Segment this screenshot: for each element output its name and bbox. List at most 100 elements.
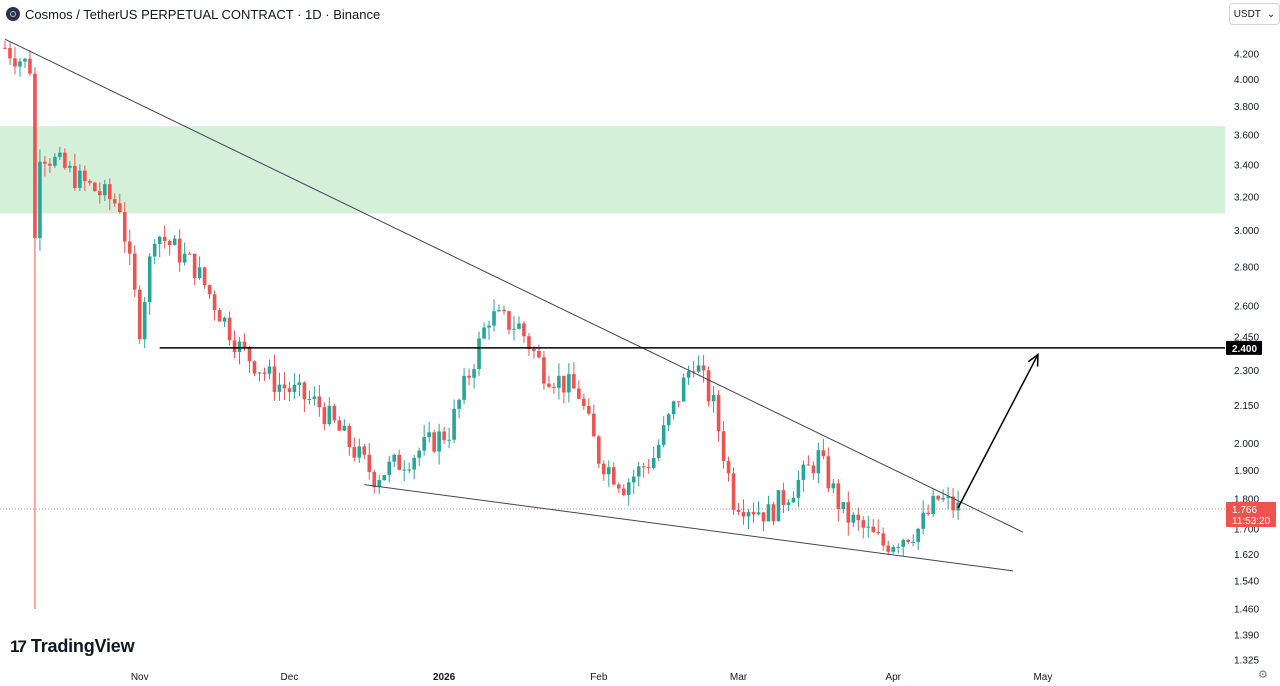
y-axis-tick-label: 2.150 <box>1234 401 1259 412</box>
candle <box>696 355 701 373</box>
x-axis-tick-label: Dec <box>281 672 299 683</box>
candle <box>911 534 915 547</box>
candle <box>592 404 596 437</box>
candle <box>562 375 566 404</box>
candle <box>8 42 12 66</box>
candle-body <box>93 182 97 192</box>
currency-selector[interactable]: USDT ⌄ <box>1229 3 1280 25</box>
candle <box>611 462 616 486</box>
level-price-tag <box>1226 340 1262 355</box>
candle-body <box>532 349 536 351</box>
candle-body <box>811 465 816 474</box>
candle <box>402 460 406 482</box>
candle-body <box>502 310 506 312</box>
x-axis-tick-label: 2026 <box>433 672 456 683</box>
candle <box>287 381 292 402</box>
candle-body <box>38 161 42 238</box>
candle-body <box>562 375 566 393</box>
descending-trendline <box>4 38 1024 533</box>
candle <box>577 380 581 400</box>
candle-body <box>552 386 556 388</box>
candle <box>337 416 342 431</box>
candle-body <box>412 457 416 470</box>
candle-body <box>606 467 611 475</box>
current-price-label: 1.766 <box>1232 505 1257 516</box>
candle <box>846 491 851 536</box>
candle <box>397 449 402 471</box>
candle <box>656 439 661 461</box>
x-axis-tick-label: Nov <box>131 672 149 683</box>
candle-body <box>756 512 761 515</box>
candle <box>352 437 357 462</box>
y-axis-tick-label: 2.800 <box>1234 262 1259 273</box>
candle <box>407 462 411 474</box>
candle <box>766 495 771 522</box>
candle <box>272 354 277 401</box>
candle <box>671 400 676 420</box>
candle <box>152 239 157 265</box>
candle <box>382 474 387 481</box>
candle <box>63 148 67 170</box>
candle-body <box>741 512 746 517</box>
candle-body <box>98 191 102 196</box>
candle <box>48 158 52 173</box>
candle-body <box>372 471 377 488</box>
candle-body <box>142 302 147 340</box>
candle <box>686 365 691 385</box>
candle-body <box>836 483 841 510</box>
candle <box>177 229 182 272</box>
candle <box>207 284 212 299</box>
candle-body <box>207 285 212 295</box>
candle <box>68 161 72 173</box>
candle <box>841 502 846 514</box>
candle-body <box>821 450 826 457</box>
candle <box>616 482 621 493</box>
candle <box>43 155 47 177</box>
candle <box>876 519 881 535</box>
candle <box>631 469 636 495</box>
y-axis-tick-label: 2.000 <box>1234 439 1259 450</box>
candle <box>247 346 252 374</box>
candle <box>517 316 521 330</box>
cosmos-logo-icon <box>6 7 20 21</box>
candle <box>691 361 696 378</box>
candle <box>866 515 871 538</box>
projection-arrow <box>957 354 1039 509</box>
candle <box>741 499 746 525</box>
candle-body <box>73 165 77 188</box>
candle <box>457 398 461 419</box>
candle-body <box>147 256 152 303</box>
candle-body <box>831 483 836 489</box>
candle <box>18 57 22 77</box>
candle <box>212 290 217 321</box>
candle-body <box>357 446 362 458</box>
chart-header: Cosmos / TetherUS PERPETUAL CONTRACT · 1… <box>6 5 380 23</box>
candle <box>437 423 441 465</box>
candle-body <box>347 425 352 448</box>
candle-body <box>192 253 197 279</box>
candle <box>227 311 232 346</box>
candle <box>88 179 92 186</box>
candle-body <box>407 469 411 471</box>
candle <box>946 487 950 510</box>
tradingview-logo-icon: 17 <box>10 636 27 656</box>
candle-body <box>122 212 127 242</box>
candle <box>447 427 451 449</box>
candle <box>502 305 506 315</box>
candle <box>582 393 586 411</box>
candle-body <box>332 405 337 421</box>
candle <box>387 455 392 483</box>
candle <box>13 46 17 75</box>
gear-icon[interactable]: ⚙ <box>1258 669 1268 681</box>
y-axis-tick-label: 1.800 <box>1234 495 1259 506</box>
candle-body <box>137 289 142 340</box>
candle <box>497 304 501 313</box>
candle-body <box>397 454 402 470</box>
candle <box>916 527 920 551</box>
candle-body <box>572 374 576 389</box>
tradingview-branding[interactable]: 17 TradingView <box>10 636 135 657</box>
candle-body <box>941 497 945 500</box>
candle <box>487 320 491 340</box>
candle <box>552 382 556 394</box>
